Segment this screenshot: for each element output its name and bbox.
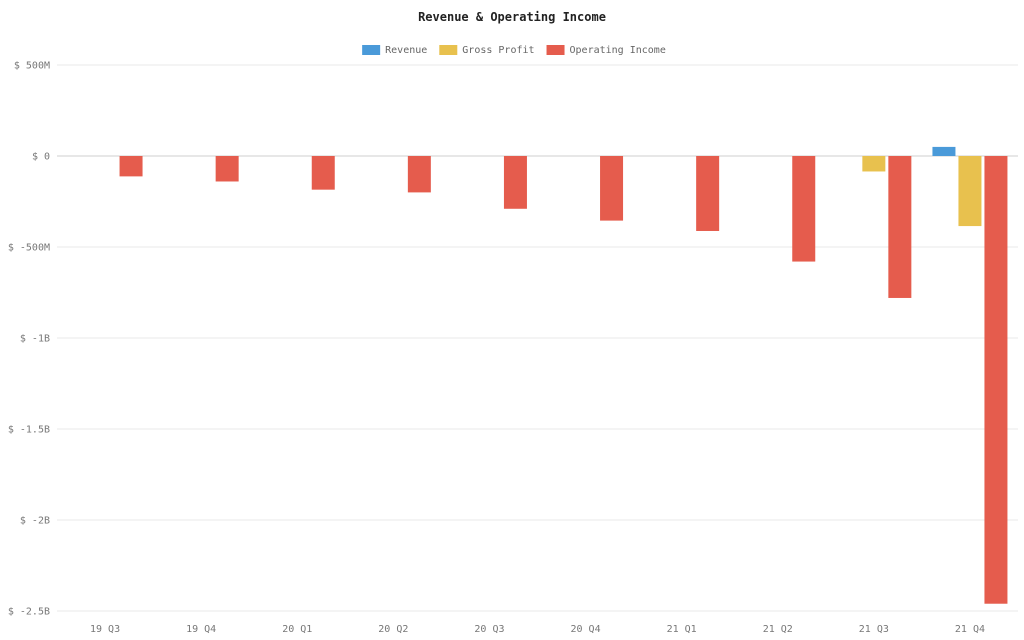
bar-operating-income-21-q2 bbox=[792, 156, 816, 262]
bar-operating-income-21-q4 bbox=[984, 156, 1008, 604]
legend-swatch-gross-profit bbox=[439, 45, 458, 55]
x-tick-label: 21 Q3 bbox=[859, 624, 889, 635]
x-tick-label: 21 Q1 bbox=[667, 624, 697, 635]
bar-operating-income-20-q3 bbox=[503, 156, 527, 209]
x-tick-label: 20 Q1 bbox=[282, 624, 312, 635]
y-tick-label: $ 500M bbox=[14, 61, 50, 72]
legend-swatch-operating-income bbox=[546, 45, 565, 55]
x-tick-label: 19 Q4 bbox=[186, 624, 216, 635]
bar-operating-income-21-q3 bbox=[888, 156, 912, 298]
y-tick-label: $ 0 bbox=[32, 152, 50, 163]
bars bbox=[119, 146, 1008, 604]
x-tick-label: 19 Q3 bbox=[90, 624, 120, 635]
legend-label-operating-income: Operating Income bbox=[570, 45, 666, 56]
bar-operating-income-21-q1 bbox=[696, 156, 720, 231]
legend-label-gross-profit: Gross Profit bbox=[462, 45, 534, 56]
x-tick-label: 21 Q2 bbox=[763, 624, 793, 635]
y-tick-label: $ -1.5B bbox=[8, 425, 50, 436]
y-tick-label: $ -500M bbox=[8, 243, 50, 254]
bar-operating-income-19-q4 bbox=[215, 156, 239, 182]
bar-operating-income-19-q3 bbox=[119, 156, 143, 177]
chart-title: Revenue & Operating Income bbox=[418, 10, 606, 24]
bar-revenue-21-q4 bbox=[932, 146, 956, 156]
x-axis: 19 Q3 19 Q4 20 Q1 20 Q2 20 Q3 20 Q4 21 Q1 21 Q2… bbox=[90, 624, 985, 635]
bar-gross-profit-21-q4 bbox=[958, 156, 982, 227]
legend-label-revenue: Revenue bbox=[385, 45, 427, 56]
bar-gross-profit-21-q3 bbox=[862, 156, 886, 172]
legend: Revenue Gross Profit Operating Income bbox=[362, 45, 666, 56]
x-tick-label: 20 Q2 bbox=[378, 624, 408, 635]
y-tick-label: $ -2.5B bbox=[8, 607, 50, 618]
bar-operating-income-20-q2 bbox=[407, 156, 431, 193]
x-tick-label: 21 Q4 bbox=[955, 624, 985, 635]
bar-operating-income-20-q4 bbox=[600, 156, 624, 221]
bar-operating-income-20-q1 bbox=[311, 156, 335, 190]
x-tick-label: 20 Q3 bbox=[474, 624, 504, 635]
x-tick-label: 20 Q4 bbox=[570, 624, 600, 635]
y-tick-label: $ -1B bbox=[20, 334, 50, 345]
grid bbox=[57, 64, 1018, 612]
y-axis: $ 500M $ 0 $ -500M $ -1B $ -1.5B $ -2B $ -2.5B bbox=[8, 61, 50, 618]
legend-swatch-revenue bbox=[362, 45, 381, 55]
y-tick-label: $ -2B bbox=[20, 516, 50, 527]
